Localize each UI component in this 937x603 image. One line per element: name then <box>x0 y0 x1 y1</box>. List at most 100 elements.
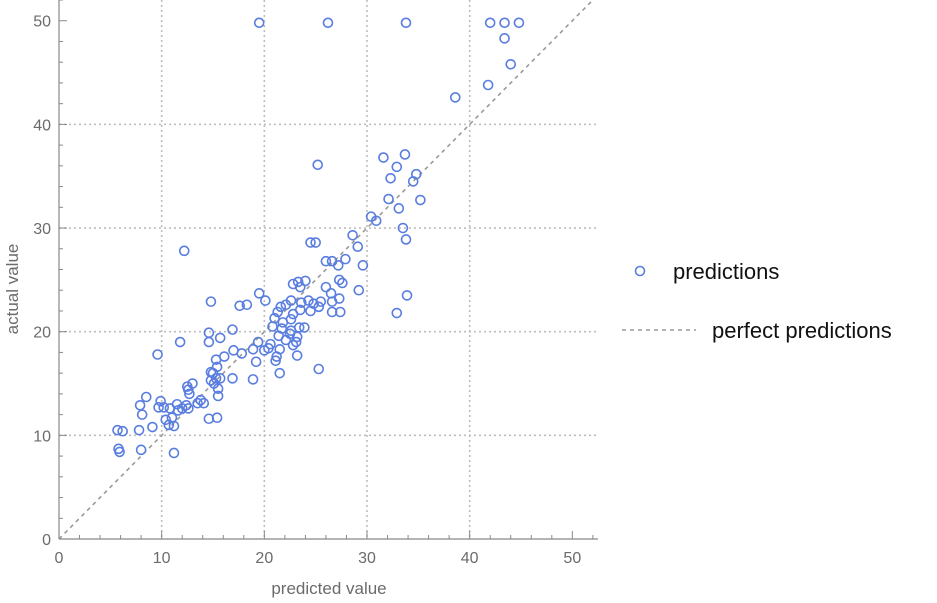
y-tick-label-40: 40 <box>33 117 51 134</box>
data-point-132 <box>140 391 152 403</box>
data-point-61 <box>335 306 346 318</box>
data-point-84 <box>259 345 270 356</box>
data-point-52 <box>295 297 307 308</box>
data-point-18 <box>393 203 405 214</box>
data-point-55 <box>315 296 327 307</box>
data-point-94 <box>203 327 215 339</box>
data-point-0 <box>253 17 265 29</box>
data-point-42 <box>353 284 365 296</box>
data-point-143 <box>114 446 125 458</box>
data-point-134 <box>136 409 148 420</box>
prediction-points <box>112 17 525 459</box>
data-point-14 <box>385 172 396 184</box>
data-point-102 <box>210 354 222 365</box>
data-point-119 <box>192 397 203 409</box>
legend-perfect-predictions-label: perfect predictions <box>712 318 892 343</box>
data-point-17 <box>383 193 394 205</box>
data-point-57 <box>333 293 345 304</box>
data-point-101 <box>228 345 239 356</box>
data-point-90 <box>274 367 286 379</box>
data-point-73 <box>299 322 310 333</box>
data-point-68 <box>285 313 297 325</box>
data-point-37 <box>320 281 332 293</box>
x-tick-label-0: 0 <box>55 550 64 567</box>
data-point-98 <box>152 349 163 360</box>
data-point-51 <box>285 295 297 306</box>
data-point-22 <box>397 222 409 234</box>
data-point-111 <box>212 383 224 395</box>
data-point-19 <box>415 194 426 206</box>
data-point-26 <box>305 237 316 248</box>
data-point-31 <box>340 253 351 265</box>
data-point-137 <box>168 420 180 432</box>
data-point-136 <box>211 412 223 424</box>
data-point-96 <box>174 336 186 348</box>
data-point-8 <box>482 79 494 91</box>
data-point-3 <box>484 17 496 29</box>
y-tick-label-10: 10 <box>33 428 51 445</box>
data-point-63 <box>272 306 283 318</box>
y-tick-label-30: 30 <box>33 221 51 238</box>
data-point-24 <box>347 229 358 241</box>
data-point-140 <box>112 424 123 436</box>
data-point-144 <box>135 444 147 456</box>
data-point-75 <box>291 331 303 343</box>
data-point-126 <box>164 403 176 414</box>
data-point-65 <box>294 304 306 316</box>
data-point-86 <box>291 350 303 361</box>
data-point-145 <box>168 447 180 459</box>
data-point-11 <box>399 149 411 160</box>
data-point-108 <box>214 373 226 384</box>
data-point-9 <box>449 92 461 103</box>
data-point-89 <box>271 351 282 362</box>
data-point-87 <box>250 356 262 368</box>
data-point-44 <box>253 288 265 299</box>
data-point-27 <box>310 237 321 248</box>
data-point-35 <box>292 276 304 288</box>
y-axis-title: actual value <box>3 244 22 335</box>
data-point-29 <box>320 255 332 267</box>
data-point-13 <box>391 161 403 173</box>
data-point-4 <box>499 17 510 29</box>
data-point-139 <box>133 424 145 436</box>
data-point-36 <box>300 275 311 287</box>
data-point-127 <box>153 402 164 413</box>
data-point-115 <box>184 388 195 400</box>
data-point-83 <box>287 339 299 351</box>
data-point-45 <box>260 295 271 306</box>
data-point-116 <box>212 390 224 402</box>
data-point-95 <box>214 332 226 344</box>
data-point-122 <box>183 403 194 414</box>
data-point-47 <box>234 300 245 312</box>
data-point-88 <box>270 355 281 367</box>
x-tick-label-30: 30 <box>358 550 376 567</box>
data-point-2 <box>400 17 412 29</box>
data-point-131 <box>155 395 166 407</box>
data-point-10 <box>378 152 389 163</box>
data-point-97 <box>203 336 215 348</box>
data-point-38 <box>333 274 345 286</box>
data-point-93 <box>227 324 238 335</box>
data-point-109 <box>227 373 238 384</box>
perfect-prediction-series <box>58 0 594 540</box>
data-point-129 <box>160 414 172 426</box>
data-point-53 <box>303 295 314 306</box>
data-point-141 <box>117 425 128 437</box>
data-point-105 <box>207 367 219 379</box>
data-point-78 <box>290 336 302 348</box>
data-point-23 <box>400 234 412 245</box>
legend: predictions perfect predictions <box>622 259 892 343</box>
data-point-59 <box>313 301 325 313</box>
y-tick-label-20: 20 <box>33 325 51 342</box>
data-point-1 <box>322 17 334 29</box>
data-point-12 <box>312 159 324 171</box>
data-point-25 <box>352 241 364 252</box>
data-point-133 <box>134 399 146 411</box>
data-point-28 <box>178 245 190 257</box>
data-point-32 <box>332 260 344 271</box>
data-point-48 <box>241 299 253 311</box>
x-tick-label-10: 10 <box>153 550 171 567</box>
data-point-6 <box>499 33 510 44</box>
data-point-125 <box>158 402 170 413</box>
